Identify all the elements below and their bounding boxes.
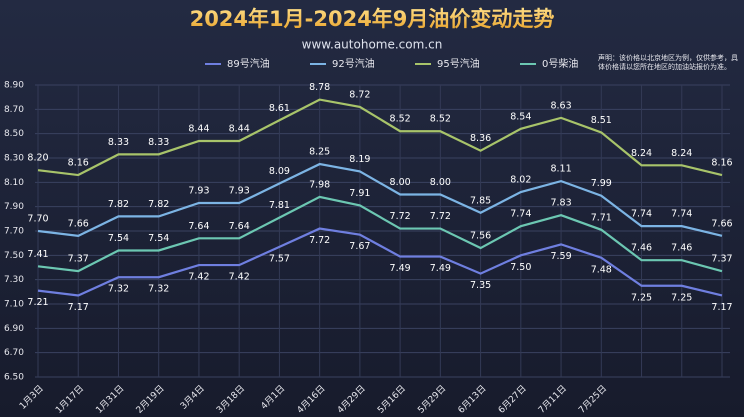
data-label: 7.46 bbox=[671, 243, 692, 254]
data-label: 8.24 bbox=[631, 148, 652, 159]
chart-title: 2024年1月-2024年9月油价变动走势 bbox=[190, 7, 555, 31]
y-tick-label: 8.70 bbox=[4, 105, 24, 115]
data-label: 7.64 bbox=[188, 221, 209, 232]
data-label: 7.17 bbox=[711, 302, 732, 313]
data-label: 7.46 bbox=[631, 243, 652, 254]
data-label: 7.72 bbox=[309, 235, 330, 246]
data-label: 8.00 bbox=[390, 177, 411, 188]
data-label: 7.59 bbox=[550, 251, 571, 262]
data-label: 7.21 bbox=[27, 297, 48, 308]
series-line bbox=[37, 227, 723, 297]
y-tick-label: 7.10 bbox=[4, 300, 24, 310]
data-label: 8.63 bbox=[550, 100, 571, 111]
data-label: 8.20 bbox=[27, 153, 48, 164]
data-label: 7.74 bbox=[631, 209, 652, 220]
data-label: 8.36 bbox=[470, 133, 491, 144]
data-label: 7.32 bbox=[148, 284, 169, 295]
data-label: 7.54 bbox=[108, 233, 129, 244]
data-label: 8.54 bbox=[510, 111, 531, 122]
series-line bbox=[37, 98, 723, 177]
y-tick-label: 8.50 bbox=[4, 129, 24, 139]
legend-label: 0号柴油 bbox=[542, 57, 578, 70]
data-label: 8.51 bbox=[591, 115, 612, 126]
y-tick-label: 6.50 bbox=[4, 373, 24, 383]
data-label: 7.56 bbox=[470, 231, 491, 242]
data-label: 7.37 bbox=[68, 254, 89, 265]
data-label: 8.52 bbox=[430, 114, 451, 125]
data-label: 7.64 bbox=[229, 221, 250, 232]
data-label: 7.82 bbox=[148, 199, 169, 210]
data-label: 7.49 bbox=[390, 263, 411, 274]
data-label: 7.41 bbox=[27, 249, 48, 260]
data-label: 7.17 bbox=[68, 302, 89, 313]
data-label: 8.52 bbox=[390, 114, 411, 125]
data-label: 7.48 bbox=[591, 264, 612, 275]
data-label: 8.09 bbox=[269, 166, 290, 177]
y-tick-label: 6.90 bbox=[4, 324, 24, 334]
data-label: 8.33 bbox=[148, 137, 169, 148]
data-label: 7.74 bbox=[510, 209, 531, 220]
series-line bbox=[37, 162, 723, 237]
data-label: 7.35 bbox=[470, 280, 491, 291]
data-label: 8.33 bbox=[108, 137, 129, 148]
data-label: 7.49 bbox=[430, 263, 451, 274]
data-label: 8.44 bbox=[229, 123, 250, 134]
data-label: 7.93 bbox=[229, 186, 250, 197]
data-label: 8.61 bbox=[269, 103, 290, 114]
data-label: 7.25 bbox=[631, 292, 652, 303]
note: 声明：该价格以北京地区为例，仅供参考，具体价格请以您所在地区的加油站报价为准。 bbox=[598, 54, 738, 71]
subtitle: www.autohome.com.cn bbox=[302, 38, 443, 52]
data-label: 8.00 bbox=[430, 177, 451, 188]
data-label: 8.02 bbox=[510, 175, 531, 186]
y-tick-label: 7.70 bbox=[4, 227, 24, 237]
data-label: 7.72 bbox=[430, 211, 451, 222]
data-label: 7.72 bbox=[390, 211, 411, 222]
data-label: 7.99 bbox=[591, 178, 612, 189]
y-tick-label: 8.90 bbox=[4, 81, 24, 91]
data-label: 7.42 bbox=[188, 272, 209, 283]
data-label: 7.71 bbox=[591, 212, 612, 223]
data-label: 7.57 bbox=[269, 253, 290, 264]
data-label: 7.25 bbox=[671, 292, 692, 303]
note-box: 声明：该价格以北京地区为例，仅供参考，具体价格请以您所在地区的加油站报价为准。 bbox=[598, 54, 738, 71]
y-tick-label: 6.70 bbox=[4, 348, 24, 358]
data-label: 8.25 bbox=[309, 147, 330, 158]
data-label: 7.66 bbox=[711, 218, 732, 229]
data-label: 7.83 bbox=[550, 198, 571, 209]
data-label: 7.81 bbox=[269, 200, 290, 211]
data-label: 8.11 bbox=[550, 164, 571, 175]
data-label: 7.85 bbox=[470, 195, 491, 206]
y-tick-label: 7.30 bbox=[4, 275, 24, 285]
data-label: 7.82 bbox=[108, 199, 129, 210]
y-tick-label: 8.10 bbox=[4, 178, 24, 188]
legend-label: 89号汽油 bbox=[227, 57, 270, 70]
y-tick-label: 7.50 bbox=[4, 251, 24, 261]
y-tick-label: 7.90 bbox=[4, 202, 24, 212]
data-label: 7.98 bbox=[309, 179, 330, 190]
data-label: 7.37 bbox=[711, 254, 732, 265]
data-label: 8.78 bbox=[309, 82, 330, 93]
data-label: 8.72 bbox=[349, 89, 370, 100]
data-label: 7.93 bbox=[188, 186, 209, 197]
data-label: 7.67 bbox=[349, 241, 370, 252]
data-label: 7.91 bbox=[349, 188, 370, 199]
series-line bbox=[37, 195, 723, 273]
data-label: 8.16 bbox=[711, 158, 732, 169]
data-label: 8.44 bbox=[188, 123, 209, 134]
data-label: 7.70 bbox=[27, 214, 48, 225]
data-label: 7.42 bbox=[229, 272, 250, 283]
data-label: 7.66 bbox=[68, 218, 89, 229]
data-label: 8.19 bbox=[349, 154, 370, 165]
data-label: 8.16 bbox=[68, 158, 89, 169]
data-label: 7.74 bbox=[671, 209, 692, 220]
legend-label: 95号汽油 bbox=[437, 57, 480, 70]
y-tick-label: 8.30 bbox=[4, 154, 24, 164]
data-label: 7.32 bbox=[108, 284, 129, 295]
data-label: 7.50 bbox=[510, 262, 531, 273]
data-label: 8.24 bbox=[671, 148, 692, 159]
data-label: 7.54 bbox=[148, 233, 169, 244]
legend-label: 92号汽油 bbox=[332, 57, 375, 70]
